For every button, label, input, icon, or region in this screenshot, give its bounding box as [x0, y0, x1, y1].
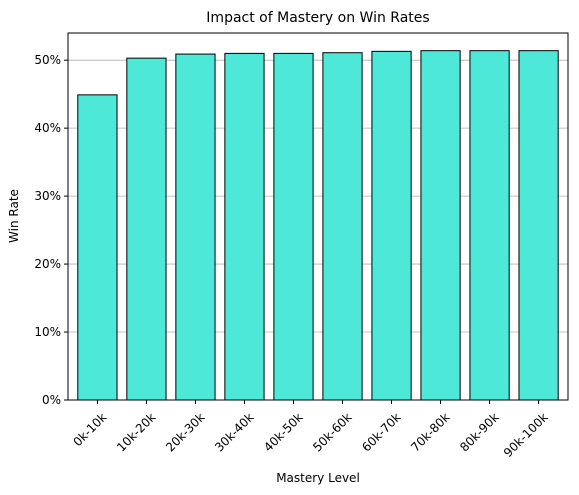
y-axis-title: Win Rate: [7, 189, 21, 243]
bar: [518, 50, 559, 401]
bar: [420, 50, 461, 401]
x-tick-label: 40k-50k: [261, 410, 305, 454]
y-tick-label: 40%: [34, 121, 61, 135]
y-tick-label: 0%: [42, 393, 61, 407]
bar: [469, 50, 510, 401]
y-axis-ticks: 0% 10% 20% 30% 40% 50%: [34, 53, 68, 407]
x-tick-label: 90k-100k: [501, 410, 551, 460]
x-tick-label: 50k-60k: [310, 410, 354, 454]
x-axis-ticks: 0k-10k 10k-20k 20k-30k 30k-40k 40k-50k 50k-60…: [70, 400, 551, 460]
bars: [77, 50, 559, 401]
y-tick-label: 50%: [34, 53, 61, 67]
x-tick-label: 10k-20k: [114, 410, 158, 454]
y-tick-label: 30%: [34, 189, 61, 203]
x-tick-label: 30k-40k: [212, 410, 256, 454]
y-tick-label: 10%: [34, 325, 61, 339]
bar: [126, 57, 167, 401]
x-tick-label: 70k-80k: [408, 410, 452, 454]
plot-frame: [67, 32, 569, 401]
x-tick-label: 20k-30k: [163, 410, 207, 454]
y-tick-label: 20%: [34, 257, 61, 271]
x-tick-label: 60k-70k: [359, 410, 403, 454]
x-tick-label: 0k-10k: [70, 410, 109, 449]
bar: [322, 52, 363, 401]
chart-title: Impact of Mastery on Win Rates: [206, 10, 429, 26]
x-axis-title: Mastery Level: [276, 471, 360, 485]
bar: [273, 52, 314, 401]
bar: [371, 50, 412, 401]
bar: [175, 53, 216, 401]
bar: [77, 94, 118, 401]
bar: [224, 52, 265, 401]
x-tick-label: 80k-90k: [457, 410, 501, 454]
